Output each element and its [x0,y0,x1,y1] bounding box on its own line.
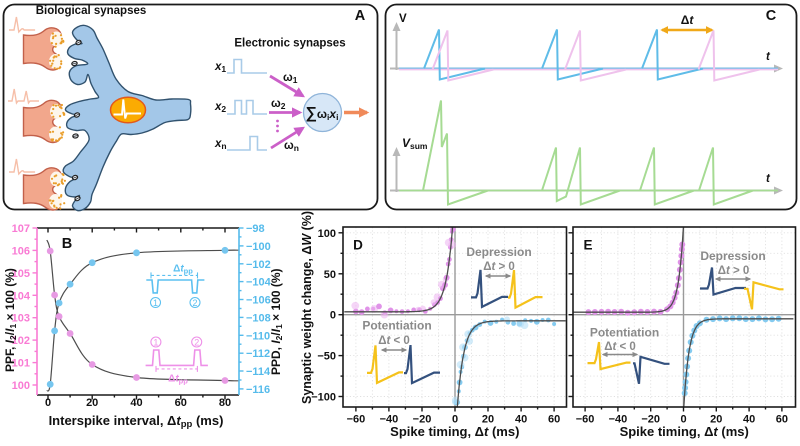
svg-text:20: 20 [86,397,98,409]
svg-text:Potentiation: Potentiation [362,319,431,333]
svg-text:−20: −20 [413,414,432,426]
svg-text:Spike timing, Δt (ms): Spike timing, Δt (ms) [390,424,519,439]
svg-text:−114: −114 [246,366,271,378]
svg-text:−110: −110 [246,330,270,342]
svg-text:−100: −100 [246,241,271,253]
svg-text:Δtpp: Δtpp [168,374,188,386]
svg-text:Interspike interval, Δtpp (ms): Interspike interval, Δtpp (ms) [49,413,224,430]
svg-text:80: 80 [219,397,231,409]
svg-text:Δt > 0: Δt > 0 [718,265,750,277]
svg-text:106: 106 [12,245,30,257]
svg-text:−40: −40 [380,414,399,426]
svg-text:x2: x2 [214,101,226,114]
svg-text:x1: x1 [214,61,226,74]
svg-text:104: 104 [12,290,31,302]
svg-text:PPF, I2/I1 × 100 (%): PPF, I2/I1 × 100 (%) [3,268,18,372]
svg-text:−116: −116 [246,384,270,396]
svg-text:−104: −104 [246,277,272,289]
svg-text:1: 1 [153,338,158,348]
svg-text:40: 40 [515,414,527,426]
svg-text:60: 60 [776,414,788,426]
svg-text:100: 100 [318,228,336,240]
svg-text:60: 60 [548,414,560,426]
svg-text:20: 20 [710,414,722,426]
svg-text:1: 1 [153,298,158,308]
svg-text:Δt < 0: Δt < 0 [604,341,636,353]
svg-text:PPD, I2/I1 × 100 (%): PPD, I2/I1 × 100 (%) [269,268,284,375]
svg-text:Depression: Depression [466,245,531,259]
svg-text:Biological synapses: Biological synapses [36,5,147,17]
svg-text:0: 0 [680,414,686,426]
svg-text:B: B [62,236,72,252]
svg-text:−100: −100 [311,392,336,404]
svg-text:−98: −98 [246,223,265,235]
svg-text:102: 102 [12,335,30,347]
svg-text:ω1: ω1 [283,72,298,85]
svg-text:−60: −60 [576,414,595,426]
svg-text:2: 2 [192,298,197,308]
svg-text:Δtpp: Δtpp [173,264,193,276]
svg-text:Synaptic weight change, ΔW (%): Synaptic weight change, ΔW (%) [300,211,314,404]
svg-text:−40: −40 [609,414,628,426]
svg-text:t: t [766,51,771,63]
svg-text:Δt > 0: Δt > 0 [483,261,515,273]
svg-text:107: 107 [12,223,30,235]
svg-text:105: 105 [12,268,30,280]
svg-text:−20: −20 [641,414,660,426]
svg-text:50: 50 [324,269,336,281]
svg-text:−112: −112 [246,348,270,360]
svg-text:D: D [353,238,363,253]
svg-text:0: 0 [452,414,458,426]
svg-text:ωn: ωn [284,140,299,153]
svg-text:0: 0 [330,310,336,322]
svg-text:A: A [355,8,366,24]
svg-text:t: t [766,173,771,185]
svg-text:100: 100 [12,380,30,392]
svg-text:−108: −108 [246,312,271,324]
svg-text:40: 40 [130,397,142,409]
svg-text:Δt: Δt [681,13,695,27]
svg-text:Electronic synapses: Electronic synapses [234,38,345,50]
svg-text:ω2: ω2 [271,98,286,111]
svg-text:Δt < 0: Δt < 0 [378,335,410,347]
svg-text:−102: −102 [246,259,271,271]
svg-text:Potentiation: Potentiation [590,326,659,340]
svg-text:E: E [583,238,592,253]
svg-text:xn: xn [214,138,227,151]
svg-text:2: 2 [194,338,199,348]
svg-text:Spike timing, Δt (ms): Spike timing, Δt (ms) [620,424,749,439]
svg-text:60: 60 [175,397,187,409]
svg-text:−106: −106 [246,295,271,307]
svg-text:20: 20 [482,414,494,426]
svg-text:−50: −50 [317,351,336,363]
svg-text:40: 40 [743,414,755,426]
svg-text:∑ωixi: ∑ωixi [306,105,339,122]
svg-text:V: V [399,13,407,25]
svg-text:Depression: Depression [700,249,765,263]
svg-text:103: 103 [12,313,30,325]
svg-text:C: C [766,8,777,24]
svg-text:0: 0 [45,397,51,409]
svg-text:−60: −60 [347,414,366,426]
svg-text:101: 101 [12,358,30,370]
